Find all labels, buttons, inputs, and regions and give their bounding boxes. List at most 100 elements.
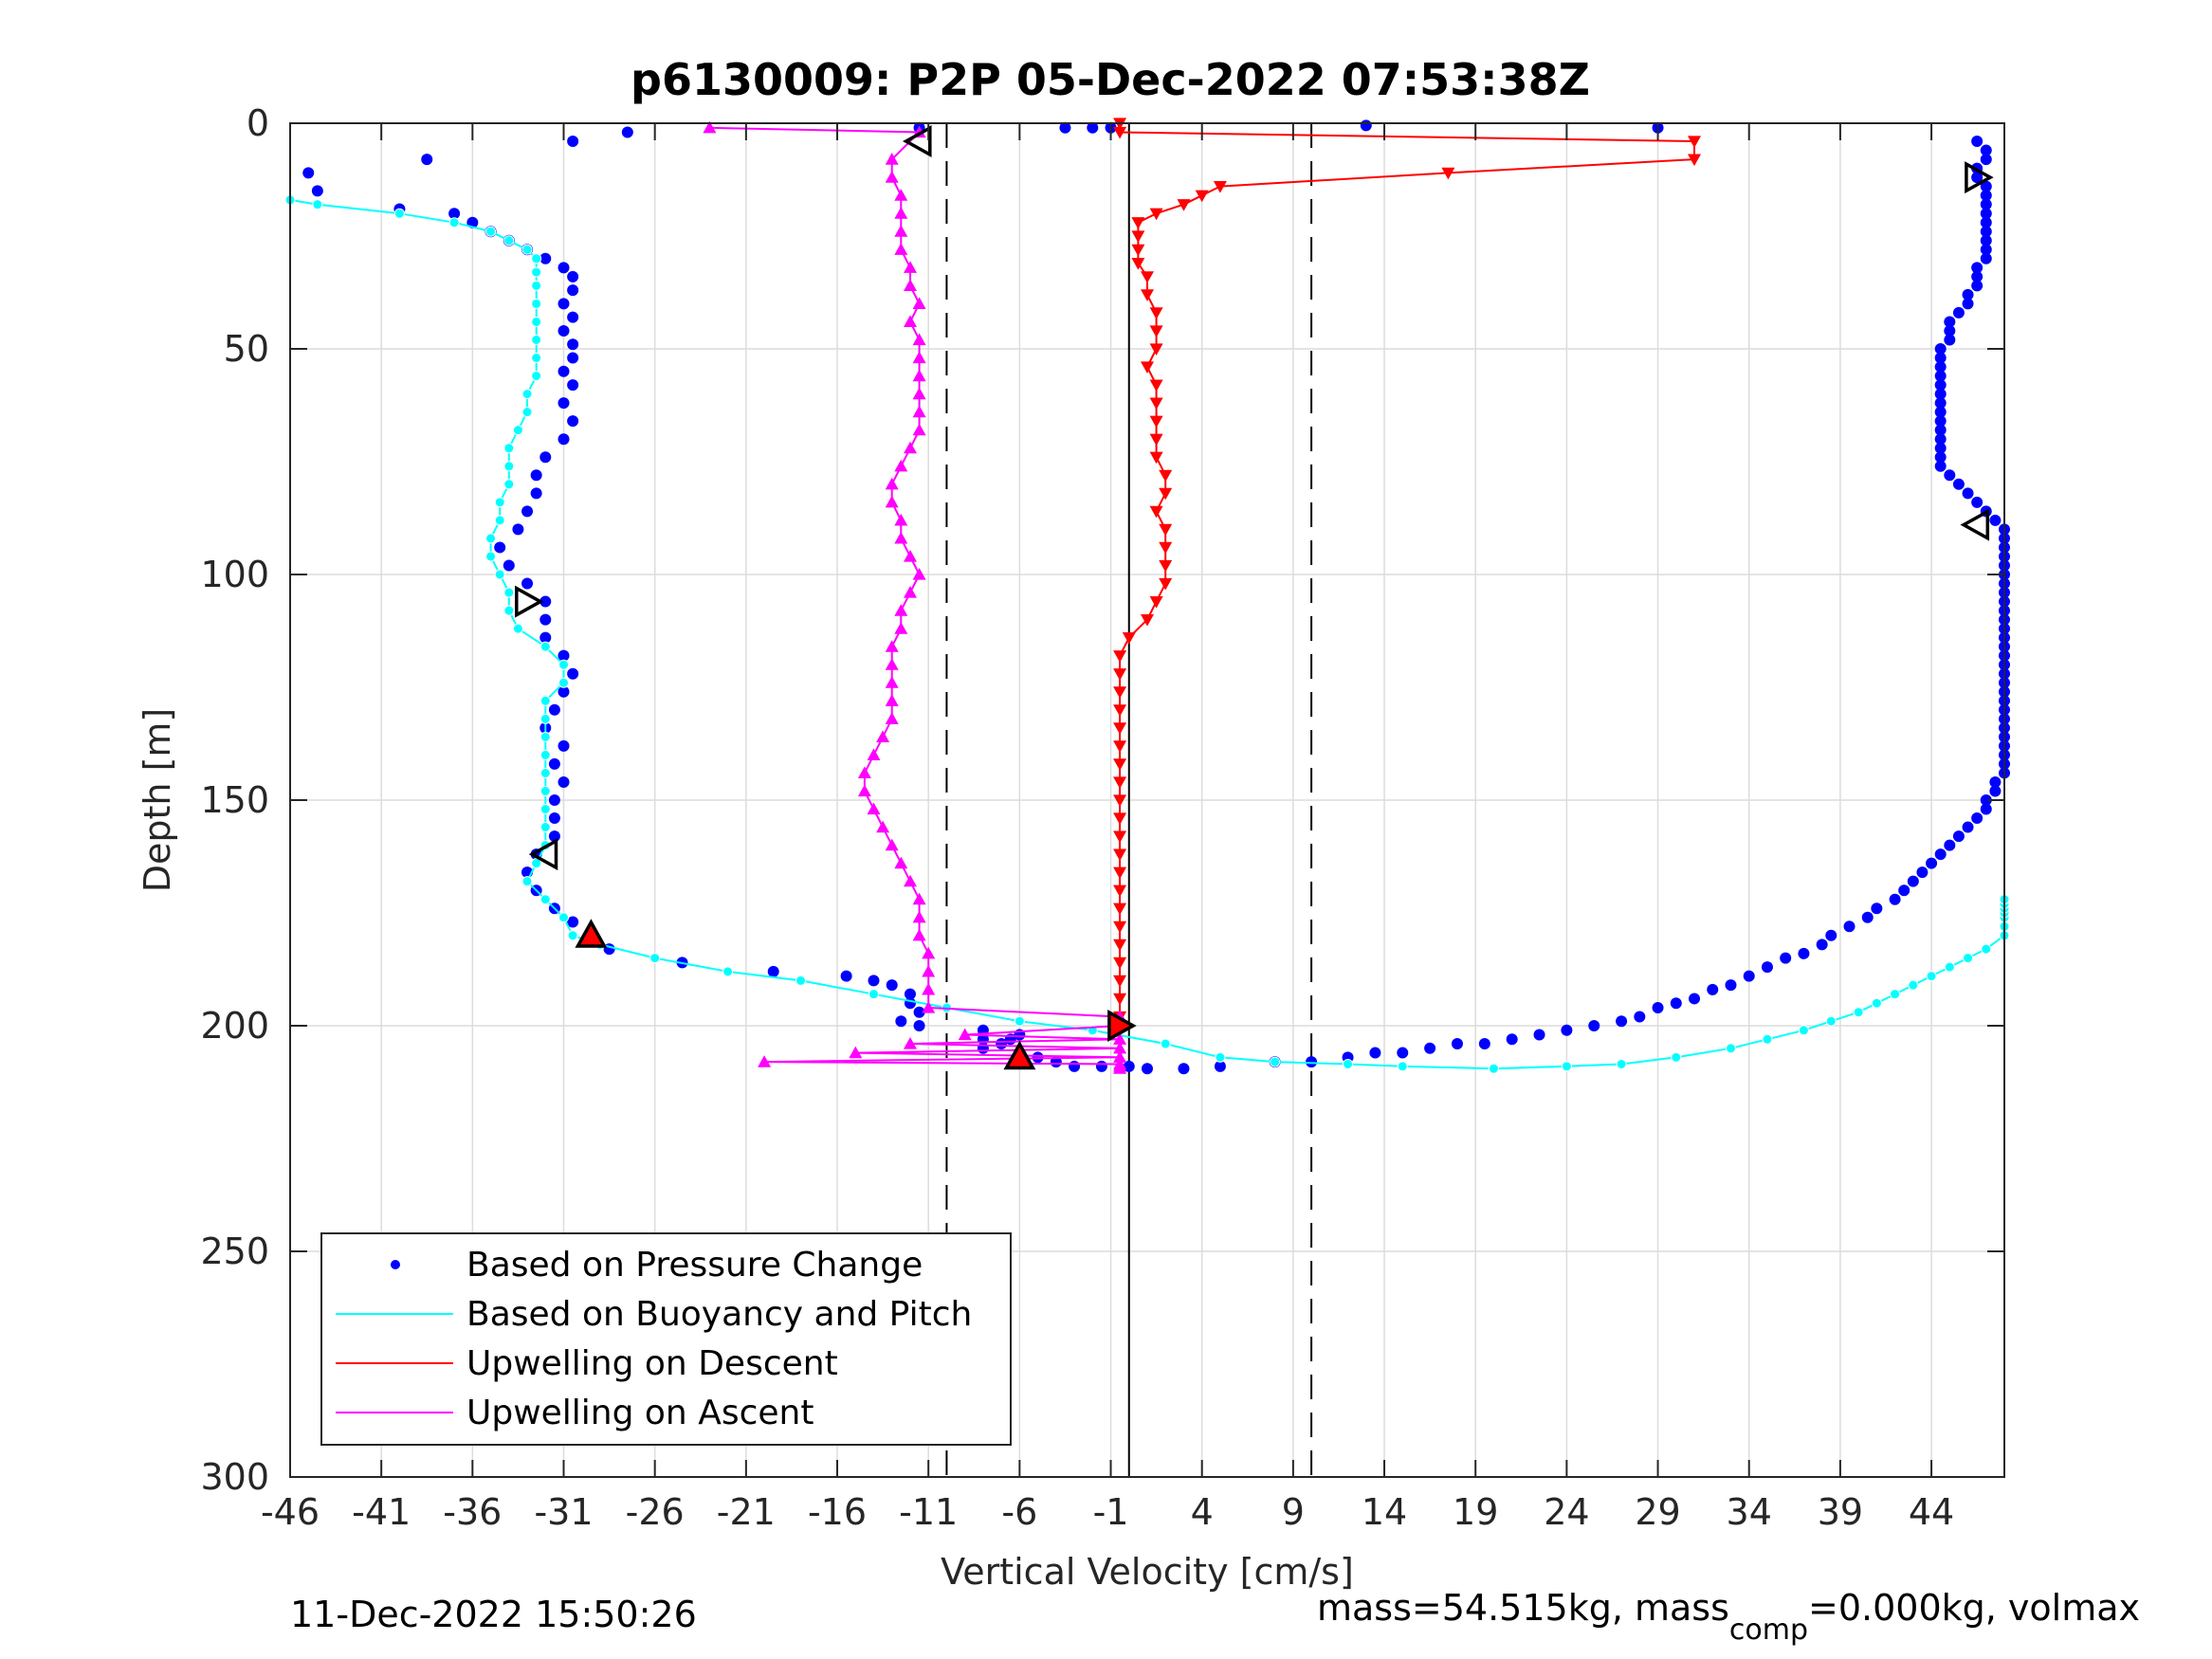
data-point [558, 365, 570, 377]
event-marker [1003, 1040, 1036, 1070]
data-point [567, 270, 579, 283]
reference-lines [945, 123, 1313, 1477]
legend-label: Upwelling on Descent [466, 1344, 838, 1383]
data-marker [894, 531, 908, 544]
data-point [1069, 1060, 1081, 1072]
data-marker [1149, 415, 1163, 428]
data-point [1962, 288, 1974, 301]
data-point [530, 469, 542, 482]
data-point [1533, 1029, 1545, 1041]
data-marker [1113, 993, 1127, 1006]
data-point [539, 252, 552, 264]
data-point [1588, 1020, 1600, 1031]
data-marker [904, 586, 917, 598]
data-point [1451, 1038, 1463, 1050]
data-marker [1113, 794, 1127, 807]
data-marker [1113, 776, 1127, 789]
data-point [521, 577, 534, 590]
data-point [1963, 953, 1974, 964]
data-point [1971, 280, 1983, 292]
data-point [1980, 180, 1992, 192]
data-marker [1113, 126, 1127, 139]
data-point [1725, 1043, 1736, 1054]
data-point [1944, 334, 1956, 346]
data-marker [1141, 361, 1154, 374]
data-point [1142, 1063, 1153, 1075]
data-point [521, 389, 533, 400]
data-point [767, 965, 779, 977]
x-tick-label: 29 [1635, 1491, 1680, 1533]
data-point [1561, 1024, 1573, 1036]
data-marker [1113, 722, 1127, 735]
data-marker [1113, 812, 1127, 825]
data-point [1816, 939, 1828, 951]
data-point [531, 371, 542, 382]
y-tick-label: 50 [224, 328, 269, 370]
data-marker [867, 802, 881, 815]
data-point [311, 185, 323, 197]
data-point [1944, 469, 1956, 482]
data-marker [1131, 258, 1145, 270]
data-point [1934, 424, 1947, 436]
data-marker [1113, 668, 1127, 681]
data-point [393, 208, 405, 219]
data-point [1032, 1051, 1044, 1064]
data-marker [703, 120, 717, 134]
data-marker [1113, 686, 1127, 699]
data-marker [894, 207, 908, 219]
data-marker [857, 784, 871, 797]
data-marker [894, 622, 908, 634]
data-marker [894, 459, 908, 472]
data-point [1890, 989, 1901, 1000]
data-point [558, 298, 570, 310]
data-marker [1159, 487, 1173, 501]
data-point [567, 379, 579, 392]
data-point [1916, 866, 1929, 879]
data-point [1889, 893, 1901, 905]
data-marker [885, 694, 899, 706]
data-point [521, 244, 533, 255]
data-point [1761, 961, 1773, 974]
data-point [539, 749, 551, 760]
data-point [1934, 442, 1947, 454]
data-point [1934, 343, 1947, 355]
legend-marker [391, 1260, 400, 1269]
data-marker [904, 315, 917, 327]
data-point [567, 916, 579, 928]
data-point [1898, 884, 1910, 897]
data-marker [912, 387, 926, 400]
data-point [1707, 983, 1719, 995]
legend-label: Based on Buoyancy and Pitch [466, 1295, 972, 1334]
event-markers [515, 125, 1994, 1070]
data-point [722, 966, 734, 977]
data-point [530, 487, 542, 500]
data-marker [885, 658, 899, 670]
legend-label: Upwelling on Ascent [466, 1394, 814, 1432]
data-point [531, 858, 542, 869]
data-marker [1149, 451, 1163, 465]
data-point [548, 794, 560, 806]
data-point [539, 767, 551, 778]
data-point [1369, 1047, 1381, 1059]
data-point [1934, 433, 1947, 446]
data-marker [857, 766, 871, 778]
data-marker [904, 550, 917, 562]
mass-footer-suffix: =0.000kg, volmax [1808, 1587, 2140, 1629]
data-point [840, 970, 852, 982]
x-tick-label: 24 [1544, 1491, 1589, 1533]
data-point [1343, 1058, 1354, 1069]
data-point [621, 126, 633, 138]
data-point [494, 515, 505, 526]
data-marker [885, 495, 899, 508]
data-point [1980, 226, 1992, 238]
data-point [531, 298, 542, 309]
data-marker [1113, 704, 1127, 717]
data-marker [912, 405, 926, 418]
x-tick-label: -41 [352, 1491, 411, 1533]
data-marker [1113, 884, 1127, 898]
x-tick-label: -1 [1093, 1491, 1129, 1533]
data-marker [894, 604, 908, 616]
data-marker [885, 712, 899, 724]
data-point [1962, 298, 1974, 310]
data-point [1952, 306, 1965, 319]
